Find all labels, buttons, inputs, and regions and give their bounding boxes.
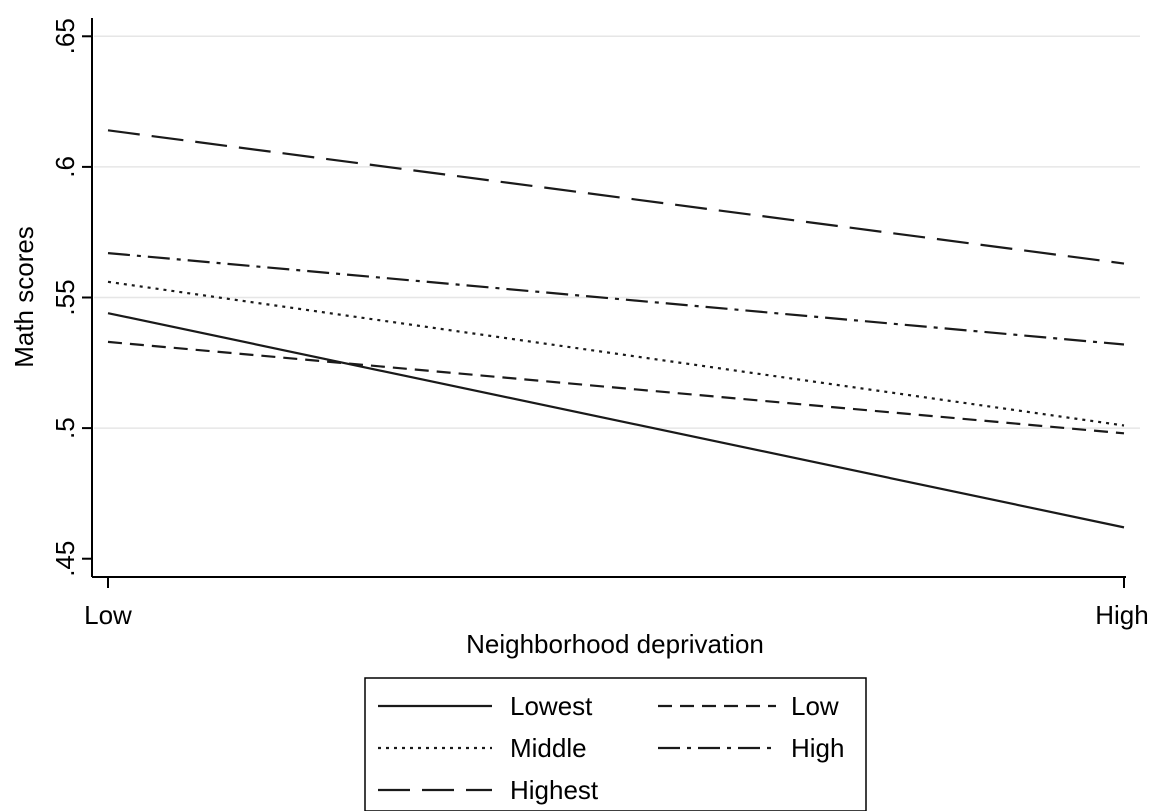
legend: Lowest Low Middle High Highest: [364, 677, 867, 811]
grid-lines: [94, 35, 1140, 429]
y-tick-label: .65: [50, 18, 80, 54]
x-axis-title: Neighborhood deprivation: [466, 629, 764, 659]
series-line-lowest: [107, 312, 1125, 529]
y-tick-label: .5: [50, 417, 80, 439]
y-axis-title: Math scores: [9, 226, 39, 368]
legend-label-middle: Middle: [510, 733, 587, 763]
x-tick-label: Low: [84, 600, 132, 630]
series-line-low: [107, 340, 1125, 435]
y-tick-label: .55: [50, 279, 80, 315]
legend-label-low: Low: [791, 691, 839, 721]
legend-label-high: High: [791, 733, 844, 763]
y-tick-label: .6: [50, 156, 80, 178]
legend-label-lowest: Lowest: [510, 691, 593, 721]
series-lines: [107, 129, 1125, 529]
legend-box: [364, 677, 867, 811]
y-ticks: .45 .5 .55 .6 .65: [50, 18, 92, 577]
x-tick-label: High: [1095, 600, 1148, 630]
series-line-high: [107, 251, 1125, 346]
y-tick-label: .45: [50, 541, 80, 577]
legend-label-highest: Highest: [510, 775, 599, 805]
series-line-middle: [107, 280, 1125, 427]
series-line-highest: [107, 129, 1125, 265]
x-ticks: Low High: [84, 577, 1149, 630]
